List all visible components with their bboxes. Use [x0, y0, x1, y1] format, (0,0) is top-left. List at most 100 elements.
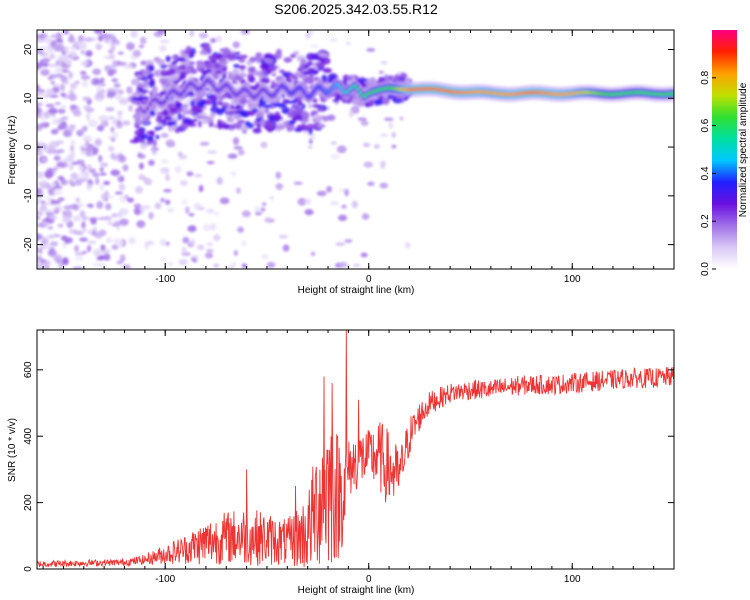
noise-blob [99, 167, 104, 172]
noise-blob [69, 144, 75, 152]
noise-blob [98, 115, 108, 122]
noise-blob [60, 92, 67, 97]
noise-blob [116, 226, 121, 231]
noise-blob [37, 233, 41, 241]
noise-blob [84, 37, 93, 42]
noise-blob [79, 210, 86, 218]
signal-blob [142, 117, 150, 124]
signal-blob [383, 97, 390, 105]
noise-blob [53, 155, 61, 161]
signal-blob [129, 139, 140, 144]
noise-blob [196, 244, 205, 251]
noise-blob [348, 110, 354, 118]
signal-blob [268, 116, 276, 123]
noise-blob [37, 62, 42, 70]
signal-blob [205, 69, 213, 73]
noise-blob [57, 59, 63, 65]
signal-blob [297, 99, 303, 106]
noise-blob [37, 200, 40, 206]
noise-blob [104, 65, 111, 72]
noise-blob [41, 236, 48, 244]
signal-blob [308, 128, 313, 136]
signal-blob [238, 56, 246, 63]
noise-blob [61, 69, 70, 73]
noise-blob [77, 165, 85, 172]
noise-blob [329, 37, 338, 43]
signal-blob [130, 78, 141, 86]
noise-blob [118, 183, 126, 191]
noise-blob [60, 235, 68, 242]
noise-blob [63, 30, 69, 35]
noise-blob [179, 180, 188, 186]
signal-blob [249, 56, 257, 63]
noise-blob [94, 178, 100, 185]
spectrogram-y-axis: -20 -10 0 10 20 [23, 44, 674, 252]
noise-blob [126, 86, 133, 94]
noise-blob [304, 198, 312, 205]
spectrogram-x-axis: -100 0 100 [42, 30, 675, 285]
noise-blob [360, 120, 369, 126]
noise-blob [106, 237, 113, 244]
signal-blob [224, 110, 229, 115]
signal-blob [218, 100, 223, 106]
noise-blob [363, 161, 374, 168]
noise-blob [73, 230, 84, 236]
signal-blob [247, 66, 254, 74]
signal-blob [139, 89, 149, 93]
noise-blob [216, 176, 223, 185]
noise-blob [73, 216, 80, 222]
noise-blob [153, 31, 164, 38]
noise-blob [213, 234, 221, 242]
noise-blob [79, 144, 88, 149]
noise-blob [46, 196, 52, 201]
noise-blob [86, 112, 91, 121]
noise-blob [207, 150, 218, 154]
snr-frame [36, 329, 675, 570]
noise-blob [64, 129, 69, 137]
noise-blob [181, 199, 188, 205]
noise-blob [48, 226, 53, 230]
noise-blob [37, 171, 44, 179]
signal-blob [317, 106, 324, 112]
noise-blob [206, 208, 215, 214]
noise-blob [142, 205, 151, 210]
noise-blob [48, 91, 54, 96]
noise-blob [68, 71, 73, 79]
noise-blob [45, 122, 50, 127]
colorbar-ticks: 0.0 0.2 0.4 0.6 0.8 [700, 70, 716, 276]
snr-panel: -100 0 100 0 200 400 600 Height of straight l… [7, 329, 675, 596]
signal-blob [221, 93, 230, 99]
noise-blob [297, 197, 307, 206]
noise-blob [232, 137, 240, 146]
signal-blob [202, 117, 208, 125]
noise-blob [210, 223, 217, 231]
noise-blob [99, 183, 105, 191]
noise-blob [87, 119, 98, 128]
noise-blob [138, 44, 145, 48]
noise-blob [80, 49, 85, 55]
signal-blob [184, 60, 190, 67]
signal-blob [361, 82, 367, 88]
noise-blob [56, 161, 65, 168]
noise-blob [123, 63, 134, 70]
noise-blob [116, 120, 122, 125]
noise-blob [194, 174, 203, 178]
noise-blob [310, 251, 316, 256]
noise-blob [206, 161, 215, 165]
colorbar-tick-label: 0.0 [700, 262, 711, 276]
noise-blob [60, 179, 69, 186]
noise-blob [96, 256, 105, 261]
noise-blob [336, 145, 347, 154]
signal-blob [134, 115, 142, 124]
x-tick-label: 100 [564, 274, 581, 285]
signal-blob [177, 112, 182, 121]
noise-blob [41, 202, 48, 207]
signal-blob [166, 121, 177, 126]
signal-blob [294, 71, 300, 77]
noise-blob [367, 181, 375, 186]
noise-blob [391, 144, 397, 149]
signal-blob [335, 95, 340, 101]
signal-blob [292, 51, 300, 55]
noise-blob [110, 126, 115, 133]
signal-blob [312, 110, 319, 115]
